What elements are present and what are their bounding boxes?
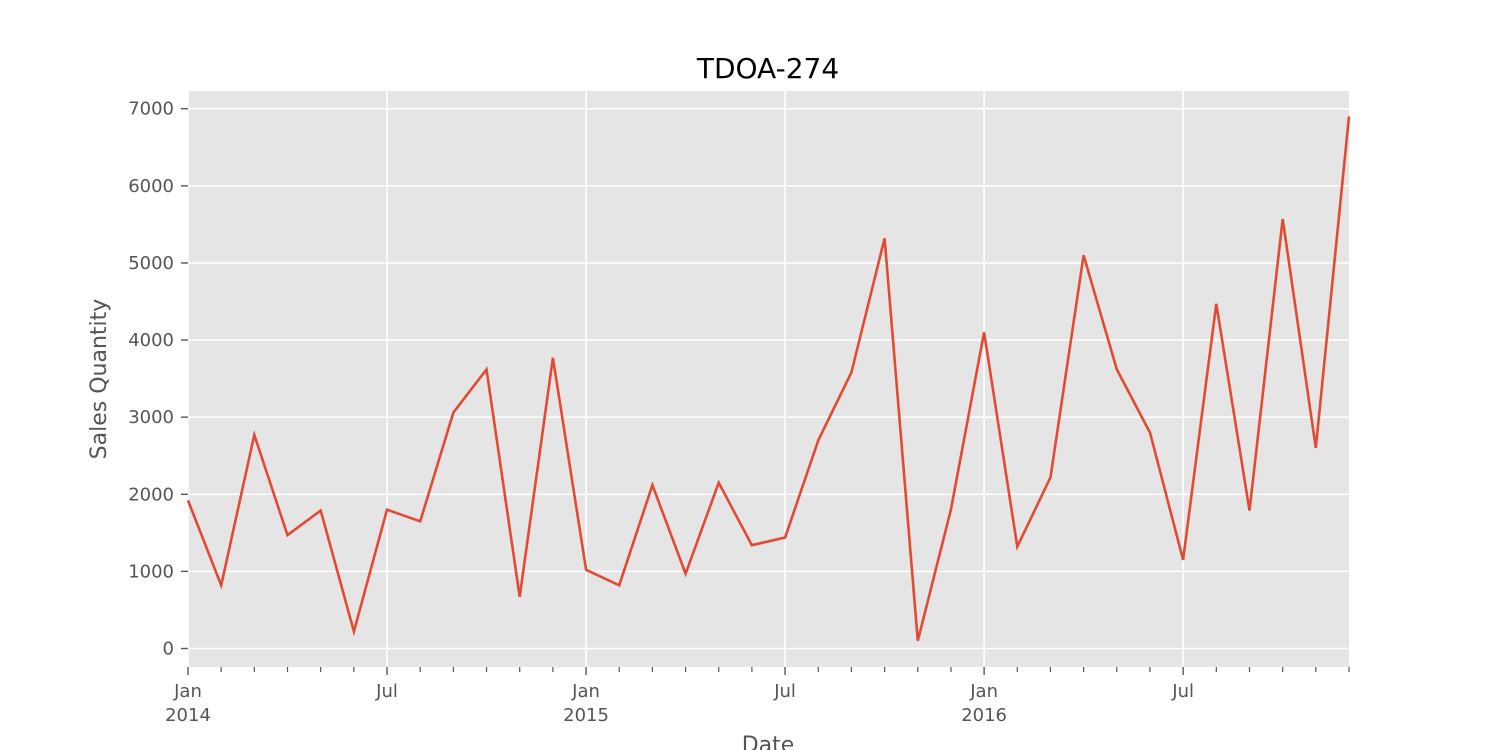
y-tick-label: 6000 [128,176,174,197]
chart-title: TDOA-274 [696,52,839,85]
y-axis-label: Sales Quantity [87,299,112,460]
y-tick-label: 7000 [128,99,174,120]
plot-background [188,91,1349,667]
y-tick-label: 0 [163,638,174,659]
y-axis: 0 1000 2000 3000 4000 5000 6000 7000 [128,99,188,659]
x-tick-label: Jan [571,681,600,702]
x-axis-label: Date [742,733,795,750]
y-tick-label: 1000 [128,561,174,582]
x-tick-year-label: 2015 [563,705,609,726]
grid [187,91,1349,667]
x-tick-label: Jul [773,681,796,702]
x-axis: Jan 2014 Jul Jan 2015 Jul Jan 2016 Jul [165,667,1350,726]
x-tick-label: Jul [375,681,398,702]
y-tick-label: 3000 [128,407,174,428]
y-tick-label: 5000 [128,253,174,274]
y-tick-label: 2000 [128,484,174,505]
series-line [186,116,1351,642]
x-tick-year-label: 2016 [961,705,1007,726]
x-tick-year-label: 2014 [165,705,211,726]
x-tick-label: Jan [969,681,998,702]
x-tick-label: Jan [173,681,202,702]
x-tick-label: Jul [1171,681,1194,702]
y-tick-label: 4000 [128,330,174,351]
